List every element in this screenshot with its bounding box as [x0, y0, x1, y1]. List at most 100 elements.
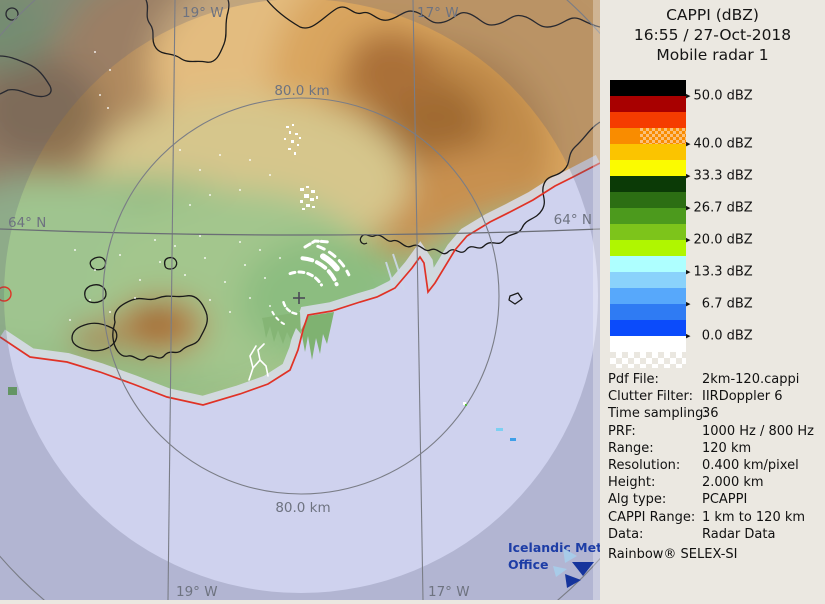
shore-echo-patch	[262, 312, 301, 344]
range-label-top: 80.0 km	[274, 83, 329, 99]
legend-threshold-label: ▸ 40.0 dBZ	[686, 137, 753, 152]
island-outline	[0, 286, 12, 302]
metadata-label: Data:	[608, 526, 644, 542]
legend-band-9	[610, 224, 686, 240]
contour-left	[0, 55, 52, 98]
metadata-value: 1 km to 120 km	[702, 509, 806, 525]
sea-echo-green	[8, 387, 17, 395]
threshold-value: 26.7 dBZ	[693, 200, 753, 216]
metadata-row: Time sampling: 36	[608, 406, 822, 423]
glacial-rivers	[385, 253, 405, 293]
metadata-value: 120 km	[702, 440, 752, 456]
threshold-value: 0.0 dBZ	[693, 328, 753, 344]
metadata-value: 36	[702, 406, 719, 422]
radar-echoes	[69, 51, 516, 441]
range-mask-overlay	[0, 0, 600, 600]
sea-echo-cyan	[496, 428, 503, 431]
metadata-row: CAPPI Range: 1 km to 120 km	[608, 510, 822, 527]
metadata-row: Resolution: 0.400 km/pixel	[608, 458, 822, 475]
threshold-arrow-icon: ▸	[686, 91, 691, 101]
lon-label-bottom-right: 17° W	[428, 584, 470, 600]
metadata-row: Alg type: PCAPPI	[608, 492, 822, 509]
threshold-value: 33.3 dBZ	[693, 168, 753, 184]
lon-label-top-left: 19° W	[182, 5, 224, 21]
lon-label-bottom-left: 19° W	[176, 584, 218, 600]
legend-band-3	[610, 128, 686, 144]
imo-logo-text-line2: Office	[508, 557, 548, 572]
legend-threshold-label: ▸ 50.0 dBZ	[686, 89, 753, 104]
threshold-value: 50.0 dBZ	[693, 88, 753, 104]
legend-band-5	[610, 160, 686, 176]
metadata-label: CAPPI Range:	[608, 509, 696, 525]
glacier-contours	[0, 0, 600, 361]
meridian-19w	[167, 0, 176, 600]
legend-band-13	[610, 288, 686, 304]
range-label-bottom: 80.0 km	[275, 500, 330, 516]
legend-band-15	[610, 320, 686, 336]
threshold-arrow-icon: ▸	[686, 235, 691, 245]
threshold-arrow-icon: ▸	[686, 331, 691, 341]
legend-threshold-label: ▸ 13.3 dBZ	[686, 265, 753, 280]
threshold-value: 13.3 dBZ	[693, 264, 753, 280]
legend-band-4	[610, 144, 686, 160]
threshold-arrow-icon: ▸	[686, 171, 691, 181]
legend-band-7	[610, 192, 686, 208]
threshold-arrow-icon: ▸	[686, 203, 691, 213]
metadata-label: Clutter Filter:	[608, 389, 693, 405]
legend-band-dither	[610, 352, 686, 368]
metadata-row: Pdf File: 2km-120.cappi	[608, 372, 822, 389]
radar-map-svg: 19° W 17° W 19° W 17° W 64° N 64° N 80.0…	[0, 0, 600, 600]
sea-echo-cyan	[510, 438, 516, 441]
software-brand: Rainbow® SELEX-SI	[608, 547, 738, 562]
contour-topleft	[145, 0, 230, 63]
legend-color-scale	[610, 80, 686, 368]
metadata-value: 2km-120.cappi	[702, 372, 800, 387]
imo-logo: Icelandic Met Office	[508, 540, 600, 588]
info-panel: CAPPI (dBZ) 16:55 / 27-Oct-2018 Mobile r…	[600, 0, 825, 600]
legend-band-2	[610, 112, 686, 128]
metadata-row: PRF: 1000 Hz / 800 Hz	[608, 424, 822, 441]
graticule-labels: 19° W 17° W 19° W 17° W 64° N 64° N 80.0…	[8, 5, 592, 600]
legend-band-6	[610, 176, 686, 192]
threshold-arrow-icon: ▸	[686, 139, 691, 149]
lat-label-right: 64° N	[554, 212, 592, 228]
product-header: CAPPI (dBZ) 16:55 / 27-Oct-2018 Mobile r…	[600, 5, 825, 65]
threshold-arrow-icon: ▸	[686, 267, 691, 277]
parallel-64n	[0, 228, 600, 236]
threshold-value: 6.7 dBZ	[693, 296, 753, 312]
legend-band-1	[610, 96, 686, 112]
metadata-value: IIRDoppler 6	[702, 389, 783, 405]
legend-band-10	[610, 240, 686, 256]
metadata-value: 2.000 km	[702, 475, 764, 491]
metadata-value: Radar Data	[702, 526, 776, 542]
threshold-value: 40.0 dBZ	[693, 136, 753, 152]
legend-threshold-label: ▸ 6.7 dBZ	[686, 297, 753, 312]
metadata-label: Time sampling:	[608, 406, 708, 422]
metadata-label: Range:	[608, 440, 654, 456]
coastline	[0, 162, 600, 406]
product-title: CAPPI (dBZ)	[666, 6, 759, 24]
legend-band-17	[610, 352, 686, 368]
meridian-17w	[412, 0, 424, 600]
metadata-row: Range: 120 km	[608, 441, 822, 458]
legend-band-11	[610, 256, 686, 272]
metadata-value: PCAPPI	[702, 492, 748, 508]
metadata-label: PRF:	[608, 423, 636, 439]
metadata-value: 1000 Hz / 800 Hz	[702, 423, 815, 439]
contour-south-margin	[359, 121, 600, 255]
metadata-row: Clutter Filter: IIRDoppler 6	[608, 389, 822, 406]
contour-north	[266, 0, 600, 29]
shore-echo-patch	[301, 312, 334, 360]
legend-band-16	[610, 336, 686, 352]
legend-threshold-label: ▸ 26.7 dBZ	[686, 201, 753, 216]
terrain-shading	[0, 0, 600, 600]
legend-band-dither	[640, 128, 686, 144]
threshold-value: 20.0 dBZ	[693, 232, 753, 248]
legend-threshold-label: ▸ 33.3 dBZ	[686, 169, 753, 184]
metadata-label: Pdf File:	[608, 372, 659, 387]
metadata-row: Height: 2.000 km	[608, 475, 822, 492]
legend-threshold-label: ▸ 0.0 dBZ	[686, 329, 753, 344]
range-ring-80km	[102, 97, 500, 495]
radar-site-marker	[293, 292, 305, 304]
legend-threshold-label: ▸ 20.0 dBZ	[686, 233, 753, 248]
